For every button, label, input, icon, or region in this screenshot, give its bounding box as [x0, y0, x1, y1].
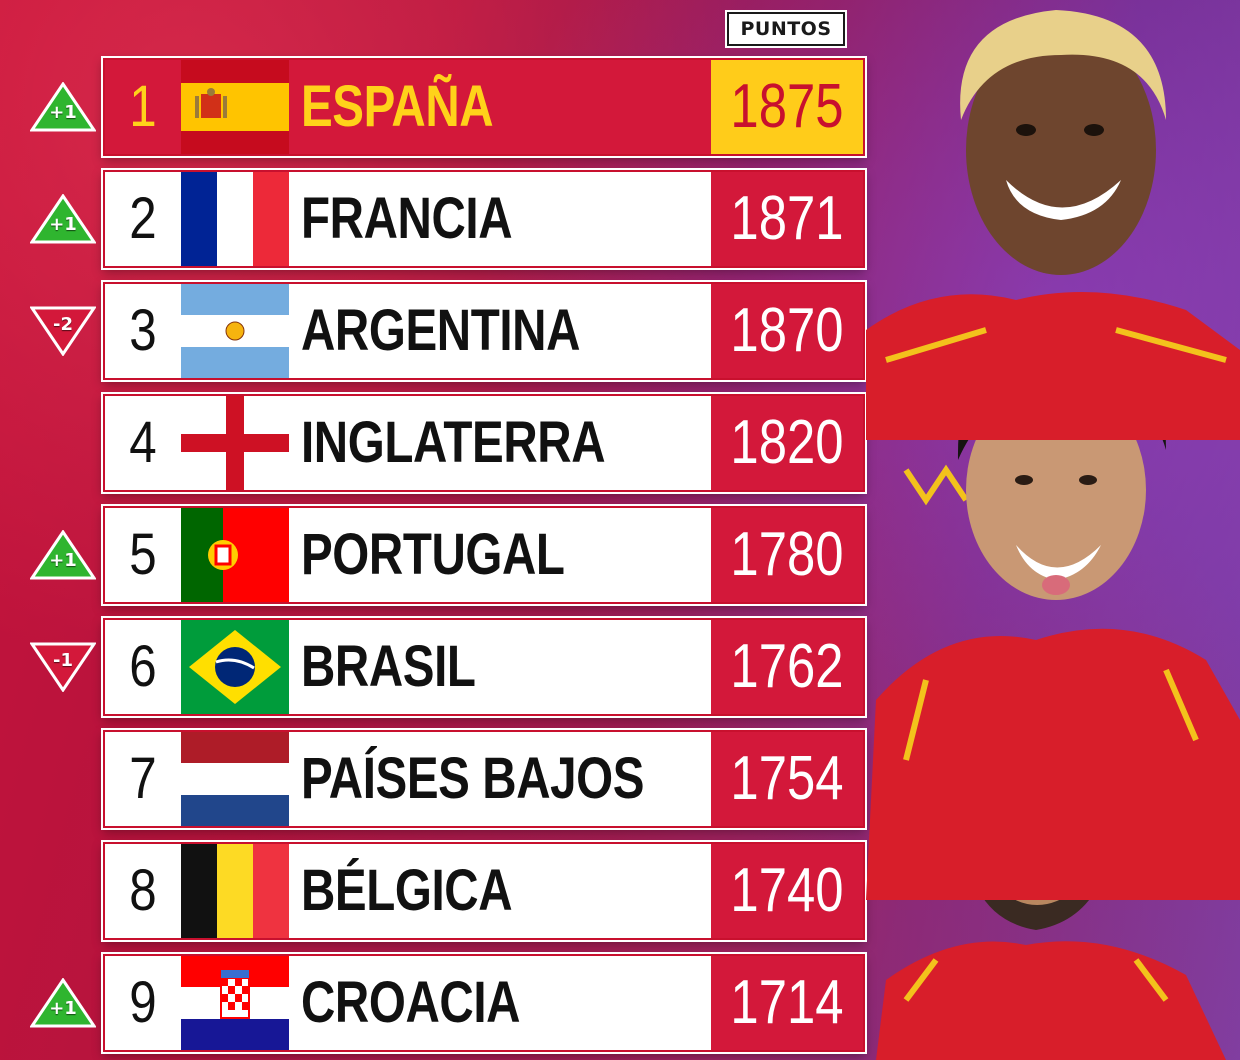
rank-number: 7 — [129, 746, 157, 811]
country-name: ARGENTINA — [301, 298, 581, 363]
player-jersey — [866, 292, 1240, 440]
rank-number: 6 — [129, 634, 157, 699]
country-name: ESPAÑA — [301, 74, 494, 139]
ranking-row: 9 CROACIA 1714 — [103, 954, 865, 1052]
country-name: PORTUGAL — [301, 522, 565, 587]
players-photo — [866, 0, 1240, 1060]
ranking-row: 3 ARGENTINA 1870 — [103, 282, 865, 380]
rank-number: 4 — [129, 410, 157, 475]
points-value-text: 1820 — [730, 408, 844, 477]
change-badge-down: -2 — [30, 306, 96, 356]
rank-number: 3 — [129, 298, 157, 363]
points-value-text: 1780 — [730, 520, 844, 589]
points-value-text: 1714 — [730, 968, 844, 1037]
change-badge-up: +1 — [30, 530, 96, 580]
points-column-header: PUNTOS — [727, 12, 845, 46]
points-value: 1820 — [711, 396, 863, 490]
points-value: 1762 — [711, 620, 863, 714]
points-value-text: 1740 — [730, 856, 844, 925]
change-badge-up: +1 — [30, 82, 96, 132]
ranking-row: 2 FRANCIA 1871 — [103, 170, 865, 268]
player-jersey — [876, 941, 1226, 1060]
change-badge-label: +1 — [49, 998, 77, 1019]
points-value: 1871 — [711, 172, 863, 266]
points-value: 1714 — [711, 956, 863, 1050]
country-name: BRASIL — [301, 634, 476, 699]
points-value: 1870 — [711, 284, 863, 378]
ranking-row: 7 PAÍSES BAJOS 1754 — [103, 730, 865, 828]
change-badge-up: +1 — [30, 978, 96, 1028]
brazil-flag-icon — [181, 620, 289, 714]
points-value: 1754 — [711, 732, 863, 826]
argentina-flag-icon — [181, 284, 289, 378]
change-badge-down: -1 — [30, 642, 96, 692]
change-badge-label: +1 — [49, 550, 77, 571]
country-name: FRANCIA — [301, 186, 513, 251]
change-badge-up: +1 — [30, 194, 96, 244]
change-badge-label: -1 — [53, 650, 73, 671]
croatia-flag-icon — [181, 956, 289, 1050]
change-badge-label: +1 — [49, 102, 77, 123]
france-flag-icon — [181, 172, 289, 266]
points-value-text: 1875 — [730, 72, 844, 141]
country-name: PAÍSES BAJOS — [301, 746, 645, 811]
rank-number: 2 — [129, 186, 157, 251]
portugal-flag-icon — [181, 508, 289, 602]
ranking-row: 1 ESPAÑA 1875 — [103, 58, 865, 156]
ranking-row: 4 INGLATERRA 1820 — [103, 394, 865, 492]
belgium-flag-icon — [181, 844, 289, 938]
rank-number: 5 — [129, 522, 157, 587]
points-value-text: 1871 — [730, 184, 844, 253]
points-value: 1740 — [711, 844, 863, 938]
player-head — [966, 25, 1156, 275]
rank-number: 8 — [129, 858, 157, 923]
points-value-text: 1762 — [730, 632, 844, 701]
player-jersey — [866, 628, 1240, 900]
change-badge-label: -2 — [53, 314, 73, 335]
points-value-text: 1870 — [730, 296, 844, 365]
rank-number: 1 — [129, 74, 157, 139]
country-name: INGLATERRA — [301, 410, 606, 475]
ranking-row: 6 BRASIL 1762 — [103, 618, 865, 716]
ranking-row: 5 PORTUGAL 1780 — [103, 506, 865, 604]
points-value: 1875 — [711, 60, 863, 154]
england-flag-icon — [181, 396, 289, 490]
change-badge-label: +1 — [49, 214, 77, 235]
country-name: CROACIA — [301, 970, 521, 1035]
country-name: BÉLGICA — [301, 858, 513, 923]
points-value-text: 1754 — [730, 744, 844, 813]
rank-number: 9 — [129, 970, 157, 1035]
ranking-row: 8 BÉLGICA 1740 — [103, 842, 865, 940]
points-value: 1780 — [711, 508, 863, 602]
netherlands-flag-icon — [181, 732, 289, 826]
spain-flag-icon — [181, 60, 289, 154]
